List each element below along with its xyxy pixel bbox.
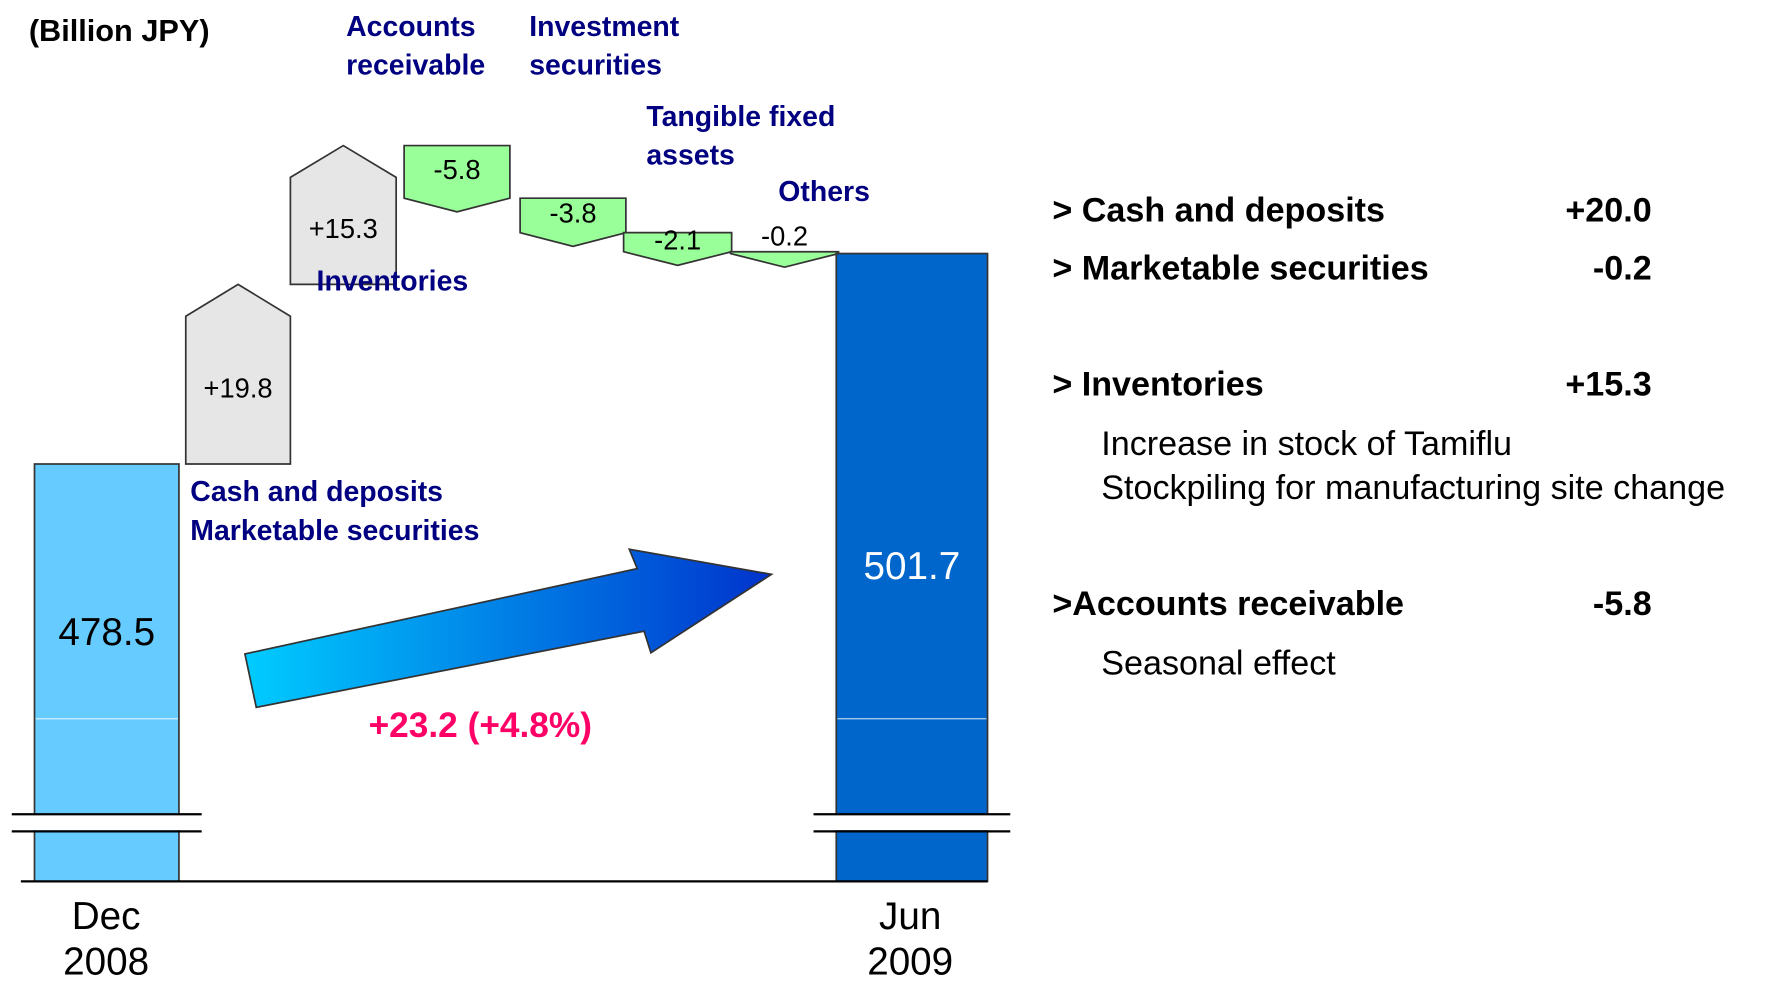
step-value-label: +19.8 — [204, 372, 273, 403]
step-value-label: -5.8 — [433, 154, 480, 185]
note-value: +20.0 — [1565, 192, 1651, 230]
category-label: Tangible fixed — [646, 101, 835, 133]
category-label: Jun — [879, 895, 941, 938]
increase-step — [184, 283, 292, 465]
unit-label: (Billion JPY) — [29, 13, 210, 48]
category-label: 2008 — [63, 941, 149, 984]
category-label: Others — [778, 176, 870, 208]
category-label: Investment — [529, 11, 680, 43]
step-value-label: -3.8 — [549, 198, 596, 229]
decrease-step — [622, 231, 733, 267]
note-heading: > Marketable securities — [1052, 250, 1428, 288]
decrease-step — [403, 144, 511, 213]
category-label: 2009 — [867, 941, 953, 984]
note-heading: > Cash and deposits — [1052, 192, 1385, 230]
category-label: Accounts — [346, 11, 475, 43]
note-value: +15.3 — [1565, 366, 1651, 404]
category-label: Marketable securities — [190, 515, 479, 547]
axis-break-gap — [11, 814, 202, 831]
category-label: Dec — [72, 895, 141, 938]
step-value-label: -2.1 — [654, 224, 701, 255]
step-value-label: +15.3 — [309, 213, 378, 244]
note-value: -5.8 — [1593, 585, 1652, 623]
category-label: securities — [529, 50, 662, 82]
note-heading: > Inventories — [1052, 366, 1263, 404]
change-annotation: +23.2 (+4.8%) — [369, 706, 592, 745]
note-detail: Increase in stock of Tamiflu — [1101, 425, 1512, 463]
axis-break-gap — [813, 814, 1011, 831]
note-value: -0.2 — [1593, 250, 1652, 288]
total-bar — [33, 463, 180, 883]
decrease-step — [729, 250, 840, 269]
total-bar — [835, 252, 989, 883]
bar-value-label: 501.7 — [864, 545, 961, 588]
note-detail: Stockpiling for manufacturing site chang… — [1101, 469, 1725, 507]
bar-value-label: 478.5 — [58, 611, 155, 654]
note-heading: >Accounts receivable — [1052, 585, 1404, 623]
category-label: Cash and deposits — [190, 476, 443, 508]
increase-step — [289, 144, 398, 286]
category-label: assets — [646, 139, 735, 171]
note-detail: Seasonal effect — [1101, 644, 1336, 682]
category-label: receivable — [346, 50, 485, 82]
category-label: Inventories — [317, 266, 469, 298]
decrease-step — [519, 197, 627, 248]
growth-arrow — [243, 548, 774, 709]
step-value-label: -0.2 — [761, 220, 808, 251]
